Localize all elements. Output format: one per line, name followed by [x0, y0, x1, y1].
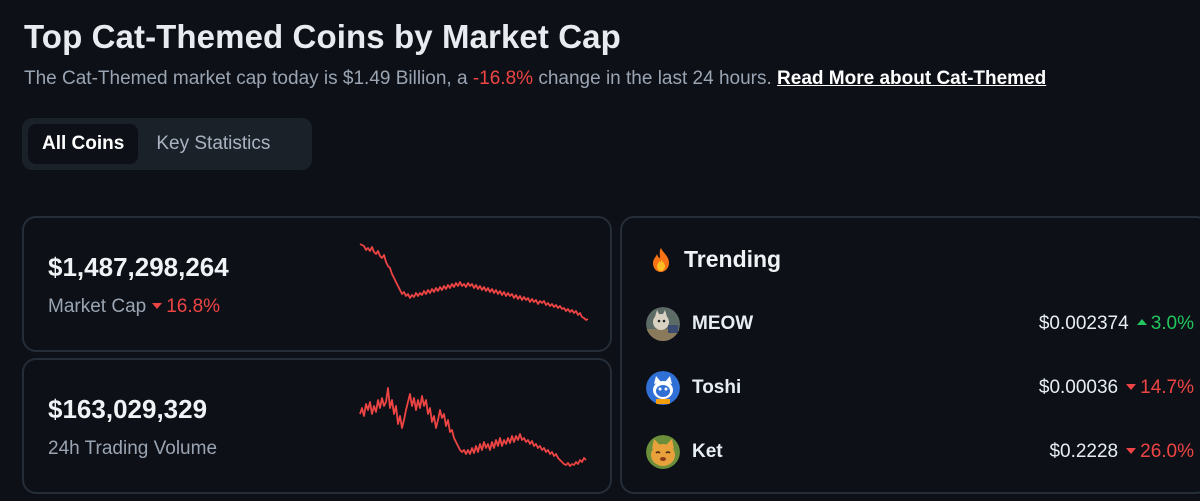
trading-volume-value: $163,029,329	[48, 394, 208, 424]
fire-icon	[653, 247, 669, 272]
coin-change: 26.0%	[1140, 441, 1194, 462]
coin-price-change: $0.002374 3.0%	[1039, 313, 1194, 335]
trading-volume-label: 24h Trading Volume	[48, 438, 218, 459]
summary-text-tail: change in the last 24 hours.	[533, 68, 778, 89]
tab-key-statistics[interactable]: Key Statistics	[156, 133, 271, 154]
coin-price-change: $0.2228 26.0%	[1049, 441, 1194, 463]
caret-down-icon	[1126, 384, 1137, 390]
page-title: Top Cat-Themed Coins by Market Cap	[24, 18, 621, 55]
trending-header: Trending	[650, 246, 781, 273]
trading-volume-sparkline-line	[359, 387, 587, 467]
summary-text: The Cat-Themed market cap today is $1.49…	[24, 68, 473, 89]
trending-coin-toshi[interactable]: Toshi $0.00036 14.7%	[646, 368, 1194, 408]
market-cap-label: Market Cap	[48, 296, 147, 317]
trending-card: Trending MEOW $0.002374 3.0%	[620, 216, 1200, 494]
coin-name: Ket	[692, 441, 723, 462]
trading-volume-card: $163,029,329 24h Trading Volume	[22, 358, 612, 494]
caret-up-icon	[1136, 319, 1147, 325]
market-cap-value: $1,487,298,264	[48, 252, 229, 282]
market-cap-summary: The Cat-Themed market cap today is $1.49…	[24, 68, 1046, 90]
market-cap-sparkline-line	[359, 243, 589, 321]
market-cap-change: 16.8%	[152, 296, 220, 317]
coin-price: $0.2228	[1049, 441, 1119, 462]
market-cap-label-row: Market Cap 16.8%	[48, 296, 220, 318]
market-cap-card: $1,487,298,264 Market Cap 16.8%	[22, 216, 612, 352]
coin-price: $0.00036	[1038, 377, 1119, 398]
coin-change: 3.0%	[1150, 313, 1194, 334]
coin-price-change: $0.00036 14.7%	[1039, 377, 1194, 399]
view-tabs: All Coins Key Statistics	[22, 118, 312, 170]
market-cap-change-value: 16.8%	[166, 296, 221, 317]
summary-change: -16.8%	[472, 68, 534, 89]
toshi-avatar	[646, 371, 680, 405]
meow-avatar	[646, 307, 680, 341]
caret-down-icon	[1126, 448, 1137, 454]
trending-coin-ket[interactable]: Ket $0.2228 26.0%	[646, 432, 1194, 472]
caret-down-icon	[152, 302, 163, 309]
coin-name: MEOW	[692, 313, 754, 334]
tab-all-coins[interactable]: All Coins	[28, 124, 139, 164]
market-cap-sparkline	[359, 243, 589, 321]
coin-change: 14.7%	[1140, 377, 1194, 398]
coin-name: Toshi	[692, 377, 742, 398]
coin-price: $0.002374	[1038, 313, 1129, 334]
trending-coin-meow[interactable]: MEOW $0.002374 3.0%	[646, 304, 1194, 344]
ket-avatar	[646, 435, 680, 469]
read-more-link[interactable]: Read More about Cat-Themed	[777, 68, 1047, 89]
trending-title: Trending	[684, 246, 782, 272]
trading-volume-sparkline	[359, 387, 587, 467]
